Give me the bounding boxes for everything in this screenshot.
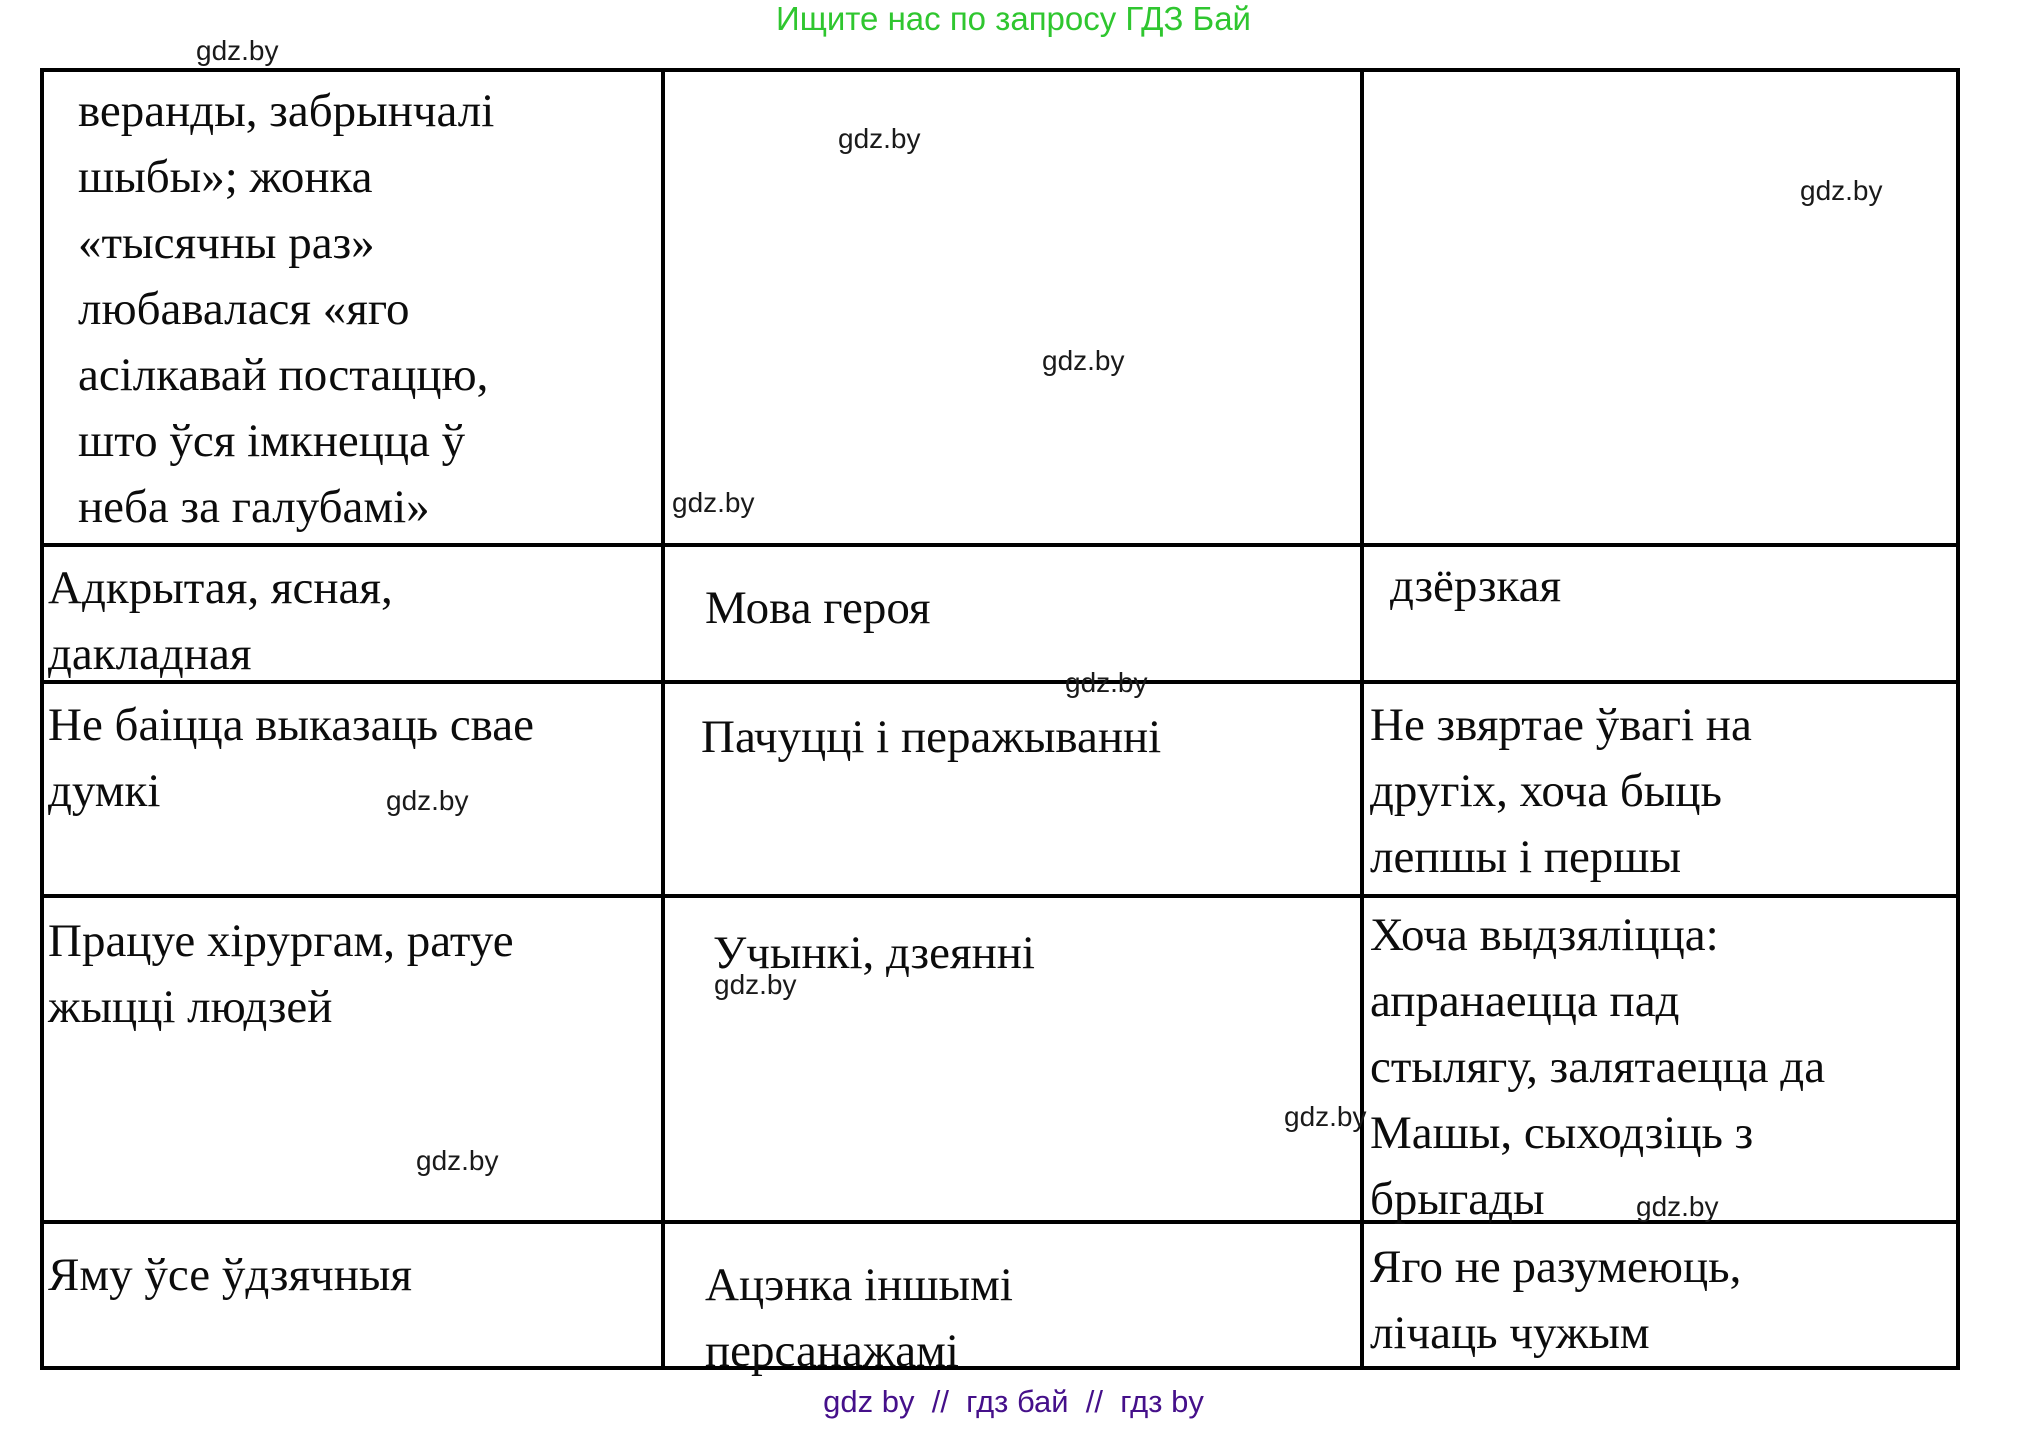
gdz-watermark: gdz.by — [196, 35, 279, 66]
cell-r1-c3 — [1364, 72, 1956, 547]
gdz-watermark: gdz.by — [416, 1145, 499, 1176]
gdz-watermark: gdz.by — [1042, 345, 1125, 376]
cell-r4-c3: Хоча выдзяліцца: апранаецца пад стылягу,… — [1364, 898, 1956, 1225]
character-comparison-table: веранды, забрынчалі шыбы»; жонка «тысячн… — [40, 68, 1960, 1377]
cell-r1-c2 — [665, 72, 1364, 547]
gdz-watermark: gdz.by — [838, 123, 921, 154]
gdz-watermark: gdz.by — [386, 785, 469, 816]
cell-r3-c2: Пачуцці і перажыванні — [665, 684, 1364, 898]
cell-r1-c1: веранды, забрынчалі шыбы»; жонка «тысячн… — [44, 72, 665, 547]
cell-r5-c2: Ацэнка іншымі персанажамі — [665, 1224, 1364, 1377]
cell-r3-c3: Не звяртае ўвагі на другіх, хоча быць ле… — [1364, 684, 1956, 898]
cell-r2-c1: Адкрытая, ясная, дакладная — [44, 547, 665, 684]
gdz-watermark: gdz.by — [1065, 667, 1148, 698]
promo-banner: Ищите нас по запросу ГДЗ Бай — [776, 0, 1251, 37]
gdz-watermark: gdz.by — [714, 969, 797, 1000]
gdz-watermark: gdz.by — [1800, 175, 1883, 206]
cell-r5-c1: Яму ўсе ўдзячныя — [44, 1224, 665, 1366]
cell-r4-c1: Працуе хірургам, ратуе жыцці людзей — [44, 898, 665, 1224]
cell-r5-c3: Яго не разумеюць, лічаць чужым — [1370, 1241, 1742, 1359]
gdz-watermark: gdz.by — [672, 487, 755, 518]
cell-r2-c3: дзёрзкая — [1364, 547, 1956, 684]
footer-branding: gdz by // гдз бай // гдз by — [823, 1384, 1204, 1419]
gdz-watermark: gdz.by — [1636, 1191, 1719, 1222]
cell-r4-c2: Учынкі, дзеянні — [665, 898, 1364, 1224]
gdz-watermark: gdz.by — [1284, 1101, 1367, 1132]
cell-r3-c1: Не баіцца выказаць свае думкі — [44, 684, 665, 898]
cell-r2-c2: Мова героя — [665, 547, 1364, 684]
